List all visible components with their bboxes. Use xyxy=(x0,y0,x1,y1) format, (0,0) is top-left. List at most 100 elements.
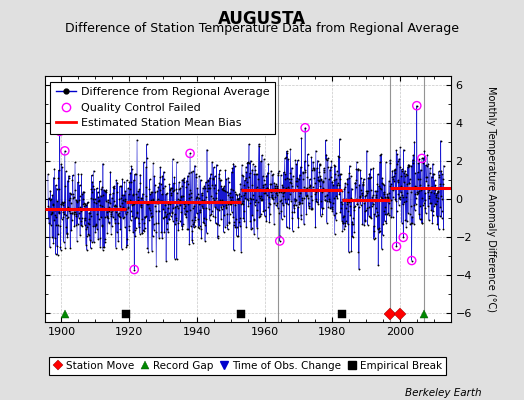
Point xyxy=(422,162,430,168)
Point xyxy=(169,205,178,211)
Point xyxy=(177,193,185,200)
Point xyxy=(406,221,414,227)
Point xyxy=(147,189,156,196)
Point xyxy=(132,225,140,231)
Point xyxy=(150,199,159,205)
Point xyxy=(330,162,339,168)
Point xyxy=(263,185,271,191)
Point xyxy=(64,175,73,181)
Point xyxy=(72,213,80,220)
Point xyxy=(409,152,417,158)
Point xyxy=(267,181,276,187)
Point xyxy=(133,137,141,143)
Point xyxy=(369,165,378,172)
Point xyxy=(236,223,244,229)
Point xyxy=(57,161,66,167)
Point xyxy=(386,197,395,203)
Point xyxy=(128,192,137,198)
Point xyxy=(61,206,70,212)
Point xyxy=(366,166,375,172)
Point xyxy=(116,226,125,232)
Point xyxy=(71,209,79,215)
Point xyxy=(97,223,106,230)
Point xyxy=(324,155,332,161)
Point xyxy=(323,192,331,198)
Point xyxy=(127,207,135,214)
Point xyxy=(85,210,93,216)
Point xyxy=(152,229,161,235)
Point xyxy=(277,189,286,195)
Point xyxy=(243,178,251,185)
Point xyxy=(403,164,412,170)
Point xyxy=(96,243,104,250)
Point xyxy=(419,202,427,208)
Point xyxy=(324,204,332,210)
Point xyxy=(322,157,331,163)
Point xyxy=(342,201,351,207)
Point xyxy=(318,188,326,195)
Point xyxy=(90,186,99,192)
Point xyxy=(408,257,416,264)
Point xyxy=(81,200,90,207)
Point xyxy=(192,171,200,178)
Point xyxy=(339,214,347,220)
Point xyxy=(338,188,346,194)
Point xyxy=(433,198,441,204)
Point xyxy=(215,175,223,182)
Point xyxy=(384,195,392,202)
Point xyxy=(297,216,305,222)
Point xyxy=(158,173,167,180)
Point xyxy=(304,200,313,206)
Point xyxy=(109,184,117,190)
Point xyxy=(246,158,255,164)
Point xyxy=(80,203,89,210)
Point xyxy=(408,213,416,220)
Point xyxy=(244,159,252,165)
Point xyxy=(256,211,265,217)
Point xyxy=(89,196,97,203)
Point xyxy=(229,214,237,220)
Point xyxy=(83,247,91,253)
Point xyxy=(426,165,434,171)
Point xyxy=(202,215,210,222)
Point xyxy=(358,182,367,188)
Point xyxy=(220,212,228,218)
Point xyxy=(429,160,437,167)
Point xyxy=(346,212,354,218)
Point xyxy=(133,210,141,216)
Point xyxy=(186,150,194,157)
Point xyxy=(375,225,383,231)
Point xyxy=(178,223,186,230)
Point xyxy=(374,171,382,177)
Point xyxy=(194,225,203,231)
Point xyxy=(320,193,329,200)
Point xyxy=(398,168,406,174)
Point xyxy=(293,157,302,164)
Point xyxy=(196,207,204,213)
Point xyxy=(171,221,179,227)
Point xyxy=(101,214,110,220)
Point xyxy=(125,223,133,229)
Point xyxy=(245,170,254,176)
Point xyxy=(348,233,356,239)
Point xyxy=(187,194,195,200)
Point xyxy=(350,207,358,214)
Point xyxy=(103,230,111,236)
Point xyxy=(78,222,86,229)
Point xyxy=(263,192,271,198)
Point xyxy=(409,185,417,191)
Point xyxy=(175,199,183,206)
Point xyxy=(213,206,221,212)
Point xyxy=(104,215,112,222)
Point xyxy=(334,153,343,160)
Point xyxy=(407,220,416,226)
Point xyxy=(401,171,410,177)
Point xyxy=(348,221,357,227)
Point xyxy=(432,213,441,219)
Point xyxy=(249,217,258,224)
Point xyxy=(115,210,123,216)
Point xyxy=(286,169,294,176)
Point xyxy=(283,175,291,182)
Point xyxy=(159,206,168,212)
Point xyxy=(383,210,391,217)
